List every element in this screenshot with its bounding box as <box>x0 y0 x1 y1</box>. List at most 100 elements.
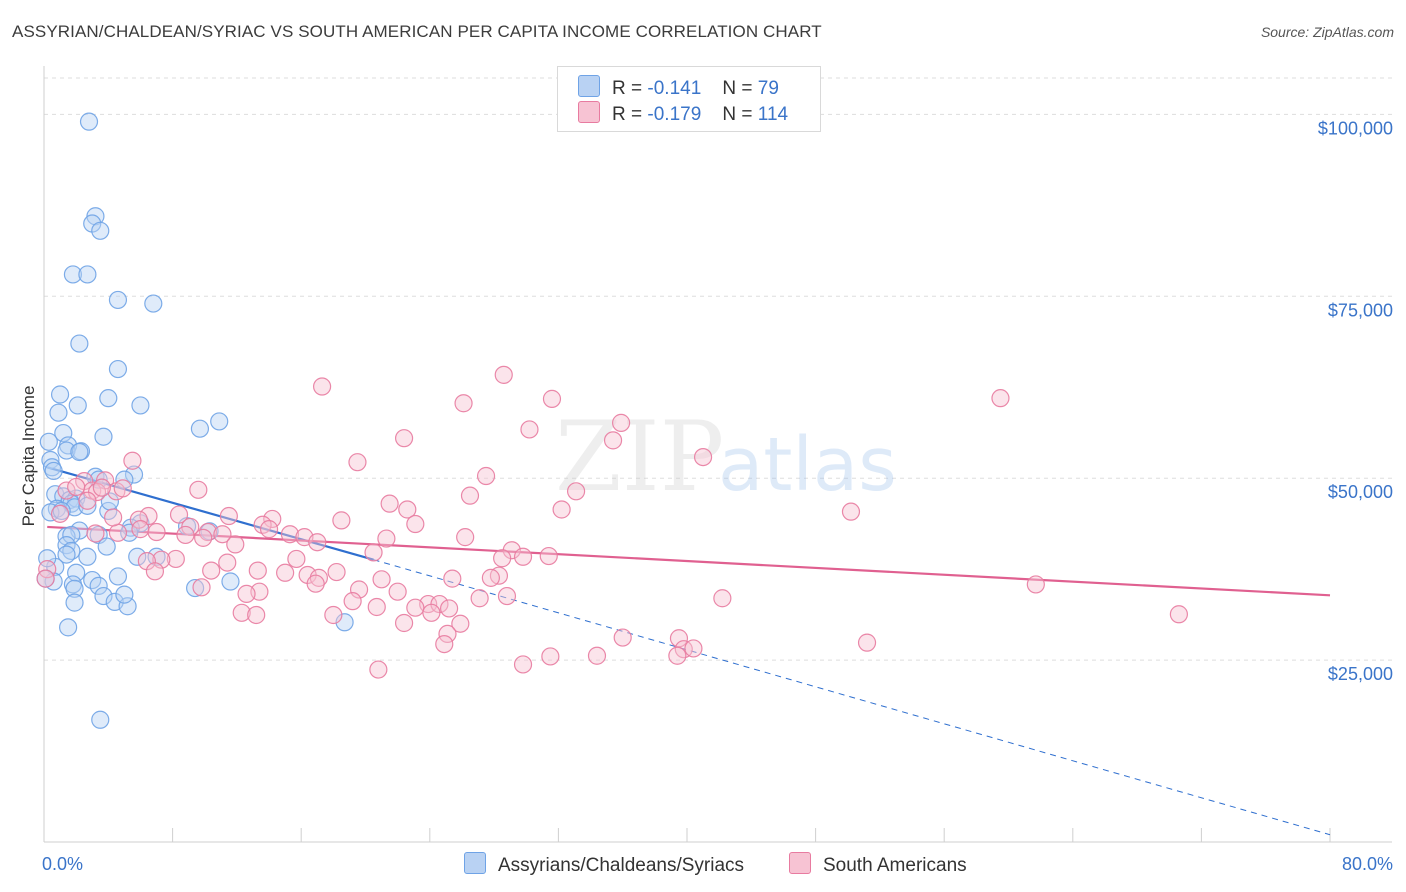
point-assyrian <box>94 586 113 606</box>
point-south-american <box>152 550 171 569</box>
point-assyrian <box>59 618 78 637</box>
point-south-american <box>113 479 132 498</box>
point-south-american <box>1026 575 1045 594</box>
y-tick-label: $25,000 <box>1328 664 1393 684</box>
bottom-legend-assyrians: Assyrians/Chaldeans/Syriacs <box>464 852 744 877</box>
point-south-american <box>713 589 732 608</box>
legend-swatch-pink <box>578 101 600 123</box>
point-south-american <box>388 582 407 601</box>
point-south-american <box>349 580 369 599</box>
point-south-american <box>439 599 459 618</box>
point-south-american <box>192 578 211 597</box>
point-south-american <box>308 533 327 552</box>
point-assyrian <box>124 465 144 484</box>
point-south-american <box>513 547 533 566</box>
point-south-american <box>494 365 513 384</box>
point-south-american <box>276 563 295 582</box>
y-tick-label: $100,000 <box>1318 118 1393 138</box>
legend-n-value: 114 <box>757 104 789 125</box>
point-south-american <box>92 478 111 497</box>
point-south-american <box>520 420 539 439</box>
point-assyrian <box>78 547 97 566</box>
point-south-american <box>139 506 158 526</box>
point-south-american <box>248 561 267 580</box>
point-south-american <box>218 553 237 572</box>
point-south-american <box>312 377 332 396</box>
legend-r-value: -0.141 <box>647 78 702 99</box>
point-south-american <box>493 549 512 568</box>
point-south-american <box>247 605 266 625</box>
point-south-american <box>129 510 148 529</box>
point-south-american <box>367 597 386 617</box>
point-south-american <box>232 603 251 622</box>
point-south-american <box>169 505 189 524</box>
point-south-american <box>259 520 279 539</box>
point-south-american <box>147 522 166 542</box>
point-south-american <box>332 511 351 530</box>
point-south-american <box>145 562 165 581</box>
tick-label-layer: $25,000 $50,000 $75,000 $100,000 0.0% 80.0% <box>42 118 1393 874</box>
point-south-american <box>380 494 399 513</box>
point-south-american <box>123 451 142 470</box>
point-south-american <box>36 569 55 588</box>
legend-row-south-americans: R = -0.179 N = 114 <box>578 101 788 127</box>
legend-swatch-blue <box>578 75 600 97</box>
point-south-american <box>309 568 328 587</box>
point-south-american <box>287 549 306 569</box>
point-south-american <box>364 543 383 562</box>
point-south-american <box>38 560 57 579</box>
point-assyrian <box>108 359 128 379</box>
point-south-american <box>1169 605 1188 624</box>
point-assyrian <box>186 578 205 598</box>
point-assyrian <box>190 419 210 438</box>
bottom-legend-label: Assyrians/Chaldeans/Syriacs <box>498 855 745 876</box>
point-south-american <box>497 586 517 606</box>
legend-r-value: -0.179 <box>647 104 702 125</box>
point-assyrian <box>144 294 163 313</box>
point-assyrian <box>57 536 76 555</box>
point-south-american <box>369 660 388 679</box>
point-assyrian <box>78 265 97 284</box>
point-assyrian <box>39 432 58 451</box>
point-south-american <box>422 603 441 622</box>
point-south-american <box>456 528 475 547</box>
point-south-american <box>67 477 86 497</box>
legend-n-label: N = <box>722 104 753 125</box>
point-south-american <box>198 522 218 542</box>
chart-title: ASSYRIAN/CHALDEAN/SYRIAC VS SOUTH AMERIC… <box>12 22 822 41</box>
point-assyrian <box>221 572 240 591</box>
point-south-american <box>372 570 391 589</box>
point-south-american <box>613 628 632 647</box>
point-south-american <box>213 525 232 544</box>
point-assyrian <box>41 450 60 470</box>
point-south-american <box>226 535 245 554</box>
point-assyrian <box>38 549 57 568</box>
point-south-american <box>406 514 425 534</box>
point-assyrian <box>62 525 81 545</box>
point-south-american <box>481 568 500 587</box>
point-south-american <box>327 562 346 582</box>
point-south-american <box>542 389 562 408</box>
point-south-american <box>539 546 558 566</box>
legend-r-label: R = <box>612 78 643 99</box>
point-assyrian <box>63 265 83 284</box>
point-assyrian <box>79 112 99 131</box>
watermark: ZIP atlas <box>555 401 897 513</box>
point-assyrian <box>210 412 229 431</box>
point-south-american <box>841 502 861 521</box>
grid-layer <box>44 77 1392 661</box>
point-south-american <box>348 453 367 472</box>
point-south-american <box>611 413 631 432</box>
point-south-american <box>668 646 687 665</box>
point-assyrian <box>91 221 110 240</box>
point-south-american <box>166 549 185 569</box>
point-south-american <box>86 524 105 543</box>
point-assyrian <box>86 467 105 486</box>
bottom-legend-label: South Americans <box>823 855 967 876</box>
point-assyrian <box>94 427 113 446</box>
point-south-american <box>108 523 128 542</box>
point-south-american <box>194 528 213 547</box>
point-south-american <box>552 500 571 519</box>
point-south-american <box>50 504 70 523</box>
